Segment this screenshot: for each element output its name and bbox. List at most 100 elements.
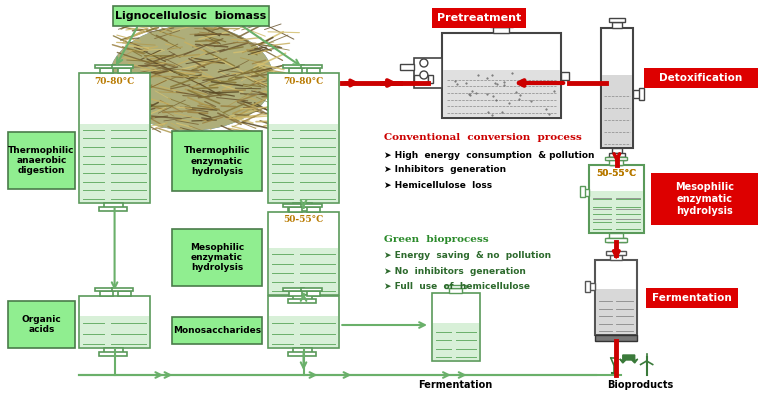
Bar [610,160,623,165]
Bar [585,280,590,291]
Bar [288,207,316,211]
Bar [596,289,636,334]
Bar [414,75,428,83]
Bar [290,291,302,296]
Bar [606,251,626,255]
Bar [293,348,312,353]
Bar [490,23,513,27]
Bar [442,33,561,118]
Text: Thermophilic
anaerobic
digestion: Thermophilic anaerobic digestion [8,145,75,175]
Bar [432,293,480,361]
Bar [605,157,627,160]
Text: ➤ Hemicellulose  loss: ➤ Hemicellulose loss [384,181,492,189]
Bar [643,68,758,88]
Bar [301,288,322,291]
Bar [561,72,569,80]
Bar [589,165,643,233]
Text: Mesophilic
enzymatic
hydrolysis: Mesophilic enzymatic hydrolysis [675,183,734,216]
Text: ➤ High  energy  consumption  & pollution: ➤ High energy consumption & pollution [384,150,594,160]
Bar [100,68,113,73]
Text: ➤ Inhibitors  generation: ➤ Inhibitors generation [384,166,507,174]
FancyBboxPatch shape [112,6,269,26]
Bar [293,295,312,300]
Bar [400,64,414,70]
Text: Detoxification: Detoxification [659,73,743,83]
Bar [607,238,626,242]
Bar [79,316,150,347]
Bar [601,28,633,148]
Bar [607,157,626,160]
Bar [602,75,632,147]
Text: Lignocellulosic  biomass: Lignocellulosic biomass [115,11,267,21]
Bar [301,204,322,207]
Text: 70-80°C: 70-80°C [95,77,134,85]
Bar [580,186,585,197]
FancyBboxPatch shape [8,132,75,189]
Bar [267,73,339,203]
Text: Pretreatment: Pretreatment [437,13,521,23]
Bar [104,348,123,353]
Bar [79,296,151,348]
Text: Thermophilic
enzymatic
hydrolysis: Thermophilic enzymatic hydrolysis [184,146,251,176]
Bar [590,191,643,232]
Bar [590,191,643,232]
Text: ➤ Energy  saving  & no  pollution: ➤ Energy saving & no pollution [384,251,551,260]
Bar [433,322,478,360]
Text: Organic
acids: Organic acids [21,315,61,334]
Bar [283,204,304,207]
Bar [651,173,758,225]
Bar [118,291,131,296]
Bar [269,248,338,294]
Bar [494,27,510,33]
Bar [79,124,150,202]
Bar [288,352,316,356]
Bar [414,58,442,88]
Bar [290,68,302,73]
Bar [307,291,320,296]
Bar [293,203,312,208]
Text: Fermentation: Fermentation [419,380,493,390]
Bar [95,65,115,68]
FancyBboxPatch shape [172,229,262,286]
Ellipse shape [109,25,274,131]
Bar [269,316,338,347]
Text: 50-55°C: 50-55°C [597,170,636,179]
Ellipse shape [109,25,274,131]
Bar [605,238,627,242]
Bar [646,288,738,308]
Polygon shape [620,355,638,363]
Text: Bioproducts: Bioproducts [607,380,674,390]
Circle shape [420,59,428,67]
Bar [612,148,622,153]
Text: 70-80°C: 70-80°C [283,77,324,85]
Bar [589,165,643,233]
Bar [100,291,113,296]
Text: ➤ No  inhibitors  generation: ➤ No inhibitors generation [384,266,526,276]
Circle shape [420,71,428,79]
Bar [112,65,133,68]
Bar [432,8,526,28]
Bar [595,260,636,335]
Text: Fermentation: Fermentation [652,293,732,303]
Text: 50-55°C: 50-55°C [596,170,636,179]
Bar [609,18,625,22]
Bar [307,207,320,212]
Bar [428,75,433,83]
Text: ➤ Full  use  of  hemicellulose: ➤ Full use of hemicellulose [384,282,530,291]
Bar [449,288,462,293]
Text: 50-55°C: 50-55°C [283,216,324,224]
FancyBboxPatch shape [172,317,262,344]
Bar [104,203,123,208]
Bar [95,288,115,291]
Bar [118,68,131,73]
FancyBboxPatch shape [172,131,262,191]
Bar [283,288,304,291]
Bar [589,283,595,290]
Bar [610,233,623,238]
Bar [290,207,302,212]
Text: Mesophilic
enzymatic
hydrolysis: Mesophilic enzymatic hydrolysis [190,243,244,272]
Bar [595,335,636,341]
Text: Monosaccharides: Monosaccharides [173,326,261,335]
Bar [639,88,643,100]
Bar [99,207,127,211]
